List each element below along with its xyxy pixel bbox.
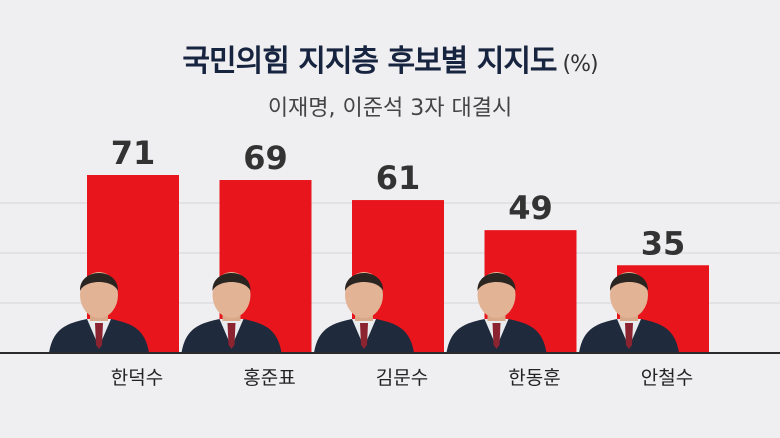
data-label: 61 [376, 159, 421, 197]
candidate-photo [314, 272, 414, 353]
category-label: 김문수 [376, 367, 428, 389]
category-label: 안철수 [641, 367, 693, 389]
data-label: 69 [243, 139, 288, 177]
chart-title: 국민의힘 지지층 후보별 지지도 (%) [0, 36, 780, 80]
candidate-photo [49, 272, 149, 353]
data-label: 71 [111, 134, 156, 172]
category-label: 한동훈 [508, 367, 560, 389]
chart-subtitle: 이재명, 이준석 3자 대결시 [267, 96, 513, 121]
data-label: 49 [508, 189, 553, 227]
data-label: 35 [641, 224, 686, 262]
category-label: 홍준표 [243, 367, 295, 389]
candidate-photo [181, 272, 282, 353]
category-label: 한덕수 [111, 367, 163, 389]
chart-title-text: 국민의힘 지지층 후보별 지지도 [182, 44, 557, 79]
candidate-photo [446, 272, 547, 353]
candidate-photo [579, 272, 679, 353]
chart-unit: (%) [562, 52, 599, 77]
